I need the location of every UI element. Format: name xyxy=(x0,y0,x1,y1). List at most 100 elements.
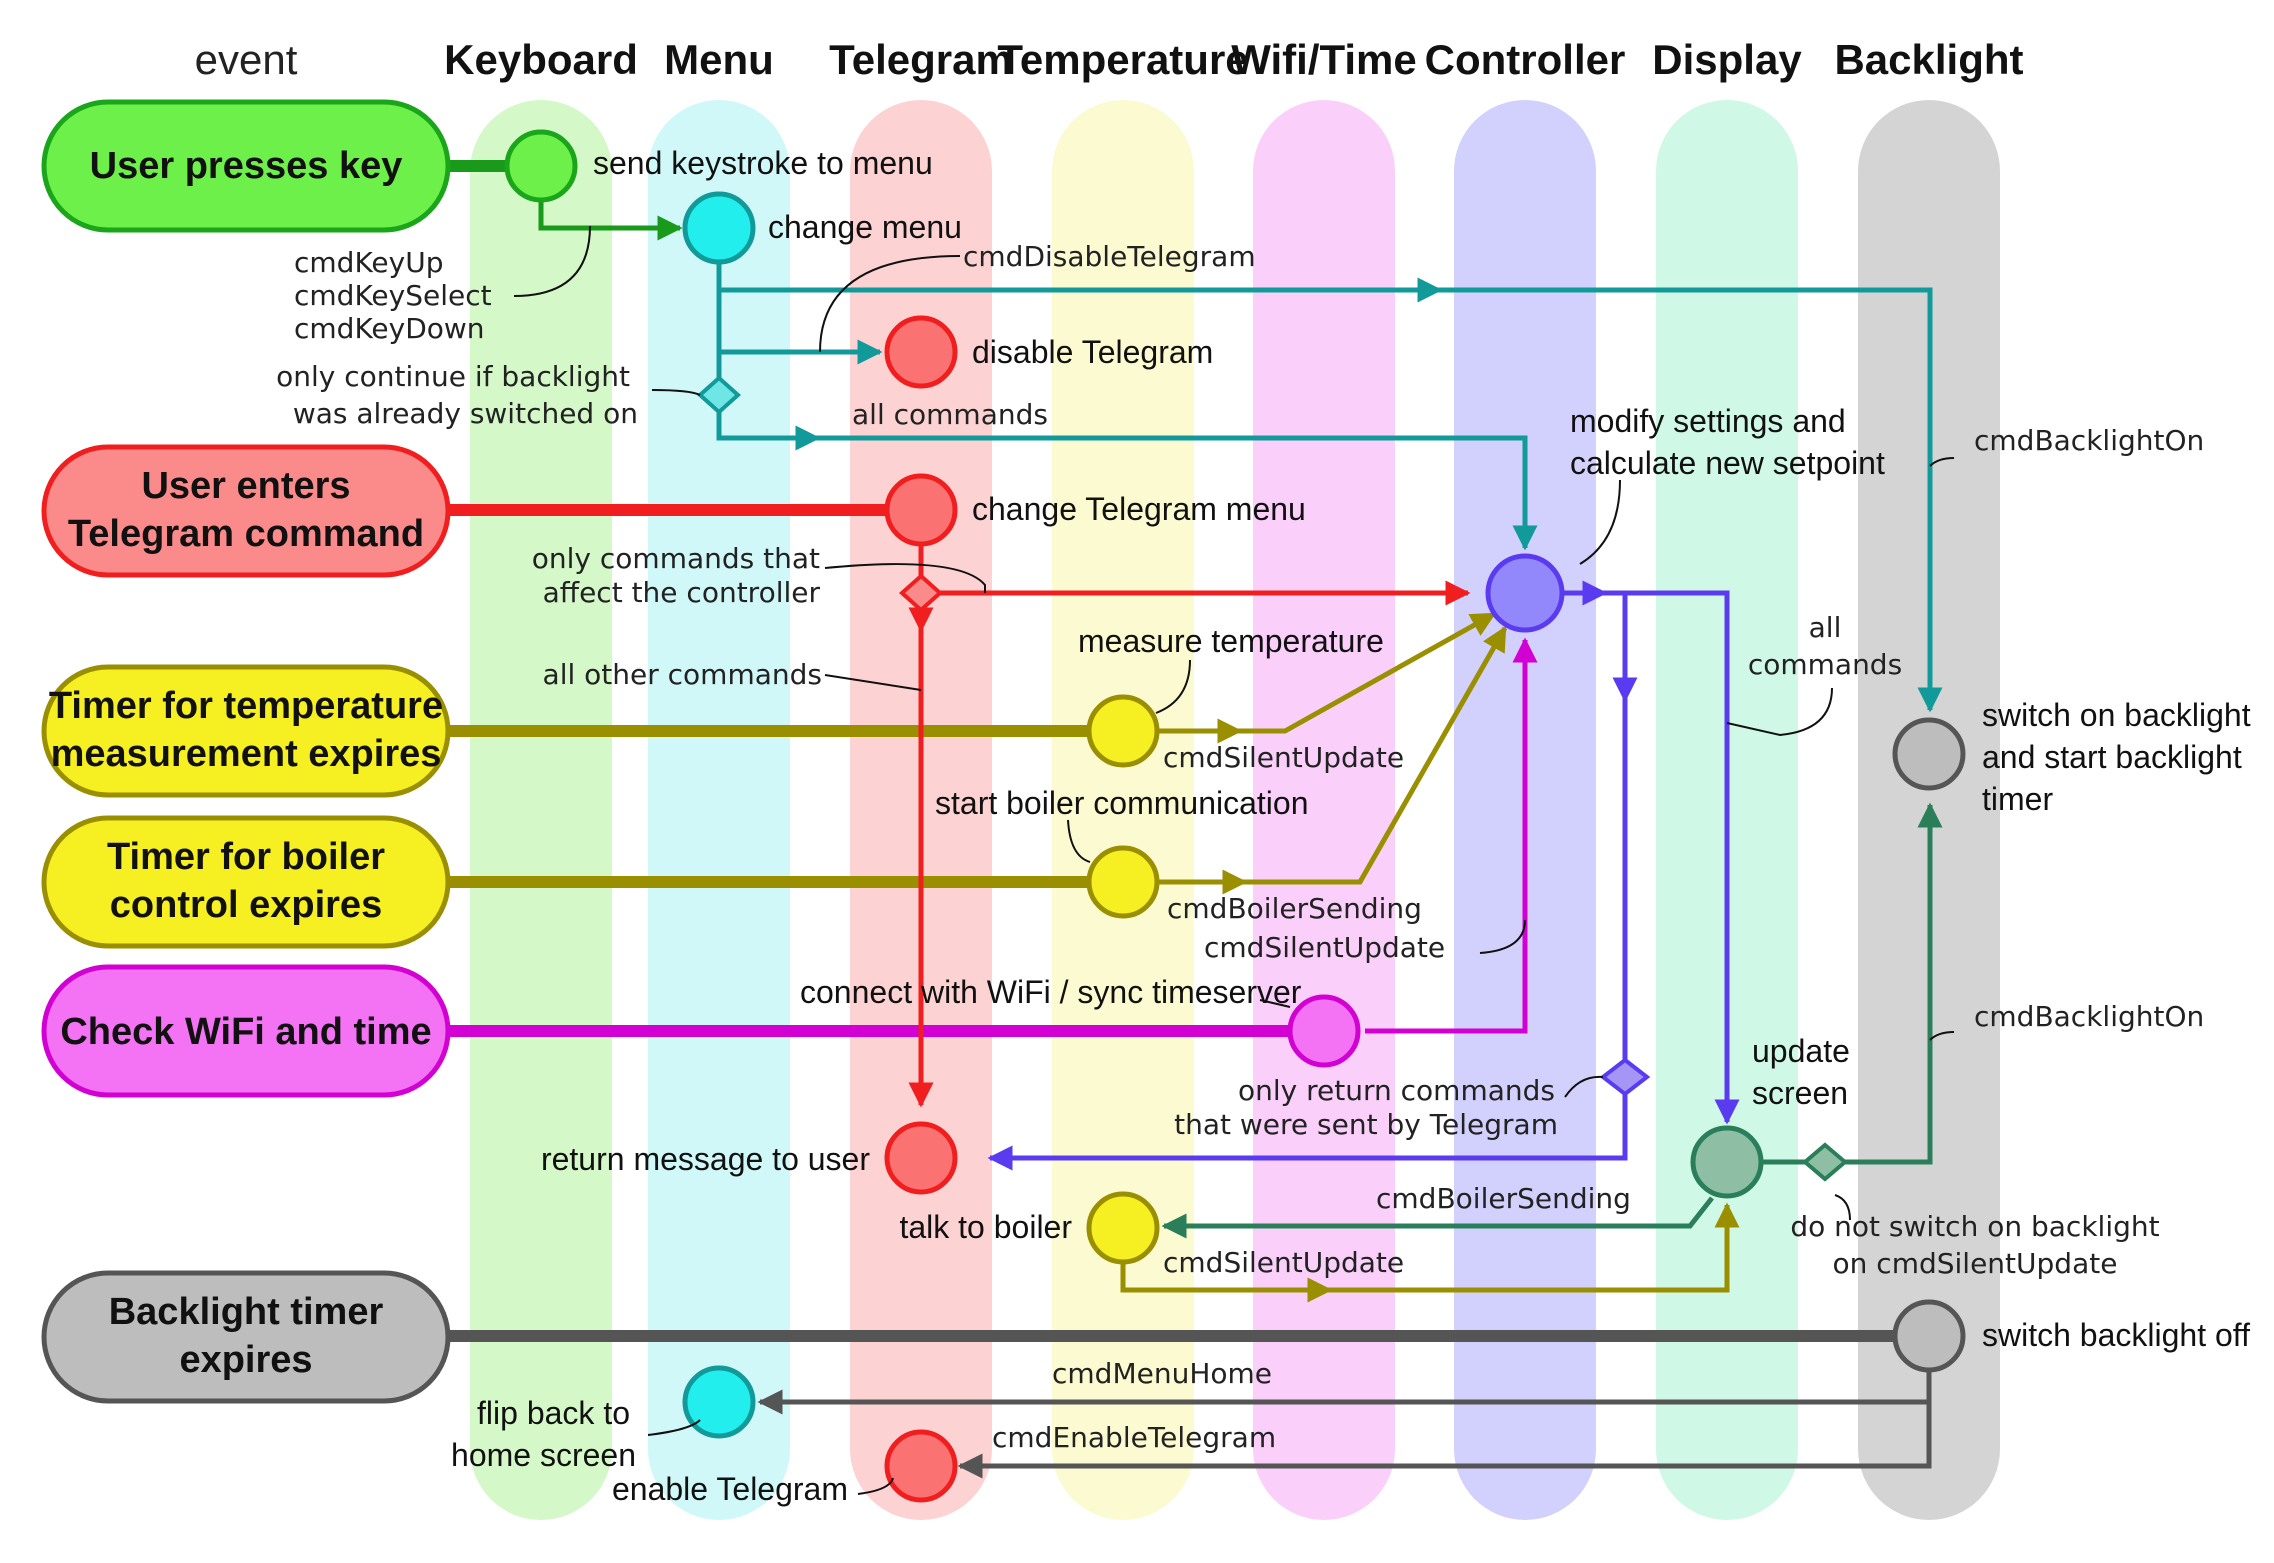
action-nodes xyxy=(504,129,1966,1503)
label-cmd-enable-telegram: cmdEnableTelegram xyxy=(992,1421,1276,1454)
node-send-keystroke xyxy=(504,129,578,203)
event-label: Backlight timer xyxy=(109,1291,384,1333)
label-cmd-menu-home: cmdMenuHome xyxy=(1052,1357,1272,1390)
action-labels: send keystroke to menu change menu disab… xyxy=(451,145,2251,1507)
event-label: control expires xyxy=(110,884,382,926)
decision-not-silent-update xyxy=(1801,1142,1849,1182)
node-enable-telegram xyxy=(884,1429,958,1503)
label-modify-settings-1: modify settings and xyxy=(1570,403,1846,439)
node-switch-backlight-off xyxy=(1892,1299,1966,1373)
lane-temperature xyxy=(1052,100,1194,1520)
label-cmd-silent-update-1: cmdSilentUpdate xyxy=(1163,741,1404,774)
node-talk-to-boiler xyxy=(1086,1191,1160,1265)
column-header-telegram: Telegram xyxy=(829,36,1013,83)
label-only-continue-1: only continue if backlight xyxy=(276,360,630,393)
label-cmd-key-up: cmdKeyUp xyxy=(294,246,443,279)
label-switch-on-backlight-3: timer xyxy=(1982,781,2053,817)
column-header-keyboard: Keyboard xyxy=(444,36,638,83)
label-do-not-switch-1: do not switch on backlight xyxy=(1790,1210,2159,1243)
node-switch-on-backlight xyxy=(1892,717,1966,791)
event-label: Timer for temperature xyxy=(49,685,443,727)
label-cmd-boiler-sending-2: cmdBoilerSending xyxy=(1376,1182,1631,1215)
node-connect-wifi xyxy=(1287,994,1361,1068)
event-label: Telegram command xyxy=(68,513,424,555)
label-flip-back-1: flip back to xyxy=(477,1395,630,1431)
label-measure-temperature: measure temperature xyxy=(1078,623,1384,659)
flow-arrows xyxy=(538,190,1943,1479)
label-return-message: return message to user xyxy=(541,1141,870,1177)
label-switch-backlight-off: switch backlight off xyxy=(1982,1317,2250,1353)
node-update-screen xyxy=(1690,1125,1764,1199)
label-cmd-boiler-sending-1: cmdBoilerSending xyxy=(1167,892,1422,925)
label-only-affect-2: affect the controller xyxy=(543,576,821,609)
decision-sent-by-telegram xyxy=(1599,1057,1651,1097)
event-trigger-lines xyxy=(440,160,1900,1342)
label-cmd-backlight-on-2: cmdBacklightOn xyxy=(1974,1000,2204,1033)
label-switch-on-backlight-2: and start backlight xyxy=(1982,739,2242,775)
arrow-menu-to-backlight-on xyxy=(716,262,1943,713)
label-cmd-backlight-on-1: cmdBacklightOn xyxy=(1974,424,2204,457)
arrow-display-to-boiler xyxy=(1161,1196,1714,1239)
node-disable-telegram xyxy=(884,315,958,389)
arrow-controller-to-telegram-return xyxy=(987,593,1628,1171)
label-do-not-switch-2: on cmdSilentUpdate xyxy=(1833,1247,2118,1280)
label-only-return-1: only return commands xyxy=(1238,1074,1555,1107)
label-all-commands-2b: commands xyxy=(1748,648,1902,681)
decision-affects-controller xyxy=(899,573,943,613)
node-return-message xyxy=(884,1121,958,1195)
label-talk-to-boiler: talk to boiler xyxy=(899,1209,1072,1245)
label-only-return-2: that were sent by Telegram xyxy=(1174,1108,1558,1141)
label-all-other-commands: all other commands xyxy=(543,658,822,691)
event-label: Check WiFi and time xyxy=(60,1011,431,1053)
column-header-menu: Menu xyxy=(664,36,774,83)
event-label: expires xyxy=(179,1339,312,1381)
label-modify-settings-2: calculate new setpoint xyxy=(1570,445,1885,481)
label-all-commands-1: all commands xyxy=(852,398,1048,431)
lane-wifi xyxy=(1253,100,1395,1520)
label-cmd-disable-telegram: cmdDisableTelegram xyxy=(963,240,1256,273)
label-update-screen-1: update xyxy=(1752,1033,1850,1069)
label-enable-telegram: enable Telegram xyxy=(612,1471,848,1507)
arrow-keyboard-to-menu xyxy=(538,190,683,241)
event-label: Timer for boiler xyxy=(107,836,385,878)
arrow-temperature-to-controller xyxy=(1152,611,1497,734)
label-change-telegram-menu: change Telegram menu xyxy=(972,491,1306,527)
label-update-screen-2: screen xyxy=(1752,1075,1848,1111)
column-headers: event Keyboard Menu Telegram Temperature… xyxy=(195,36,2024,83)
column-header-event: event xyxy=(195,36,298,83)
label-cmd-silent-update-3: cmdSilentUpdate xyxy=(1163,1246,1404,1279)
label-change-menu: change menu xyxy=(768,209,962,245)
event-timer-temperature: Timer for temperature measurement expire… xyxy=(41,664,451,798)
event-pills: User presses key User enters Telegram co… xyxy=(41,99,451,1404)
event-user-presses-key: User presses key xyxy=(41,99,451,233)
node-change-telegram-menu xyxy=(884,473,958,547)
command-labels: cmdKeyUp cmdKeySelect cmdKeyDown cmdDisa… xyxy=(276,240,2204,1454)
label-cmd-key-down: cmdKeyDown xyxy=(294,312,485,345)
label-disable-telegram: disable Telegram xyxy=(972,334,1213,370)
arrow-wifi-to-controller xyxy=(1365,637,1538,1034)
label-connect-wifi: connect with WiFi / sync timeserver xyxy=(800,974,1302,1010)
lane-keyboard xyxy=(470,100,612,1520)
event-label: User presses key xyxy=(90,145,403,187)
node-change-menu xyxy=(682,191,756,265)
leader-lines xyxy=(513,225,1955,1495)
event-check-wifi: Check WiFi and time xyxy=(41,964,451,1098)
label-switch-on-backlight-1: switch on backlight xyxy=(1982,697,2251,733)
label-start-boiler: start boiler communication xyxy=(935,785,1308,821)
column-header-display: Display xyxy=(1652,36,1802,83)
node-flip-back xyxy=(682,1365,756,1439)
label-only-continue-2: was already switched on xyxy=(293,397,638,430)
node-start-boiler xyxy=(1086,845,1160,919)
arrow-boiler-to-controller xyxy=(1152,625,1508,885)
column-header-temperature: Temperature xyxy=(997,36,1248,83)
label-cmd-silent-update-2: cmdSilentUpdate xyxy=(1204,931,1445,964)
event-backlight-timer: Backlight timer expires xyxy=(41,1270,451,1404)
event-label: measurement expires xyxy=(51,733,442,775)
label-flip-back-2: home screen xyxy=(451,1437,636,1473)
arrow-backlight-to-telegram xyxy=(957,1402,1932,1479)
event-timer-boiler: Timer for boiler control expires xyxy=(41,815,451,949)
label-all-commands-2a: all xyxy=(1809,611,1842,644)
arrow-controller-out xyxy=(1562,590,1740,1125)
label-send-keystroke: send keystroke to menu xyxy=(593,145,933,181)
